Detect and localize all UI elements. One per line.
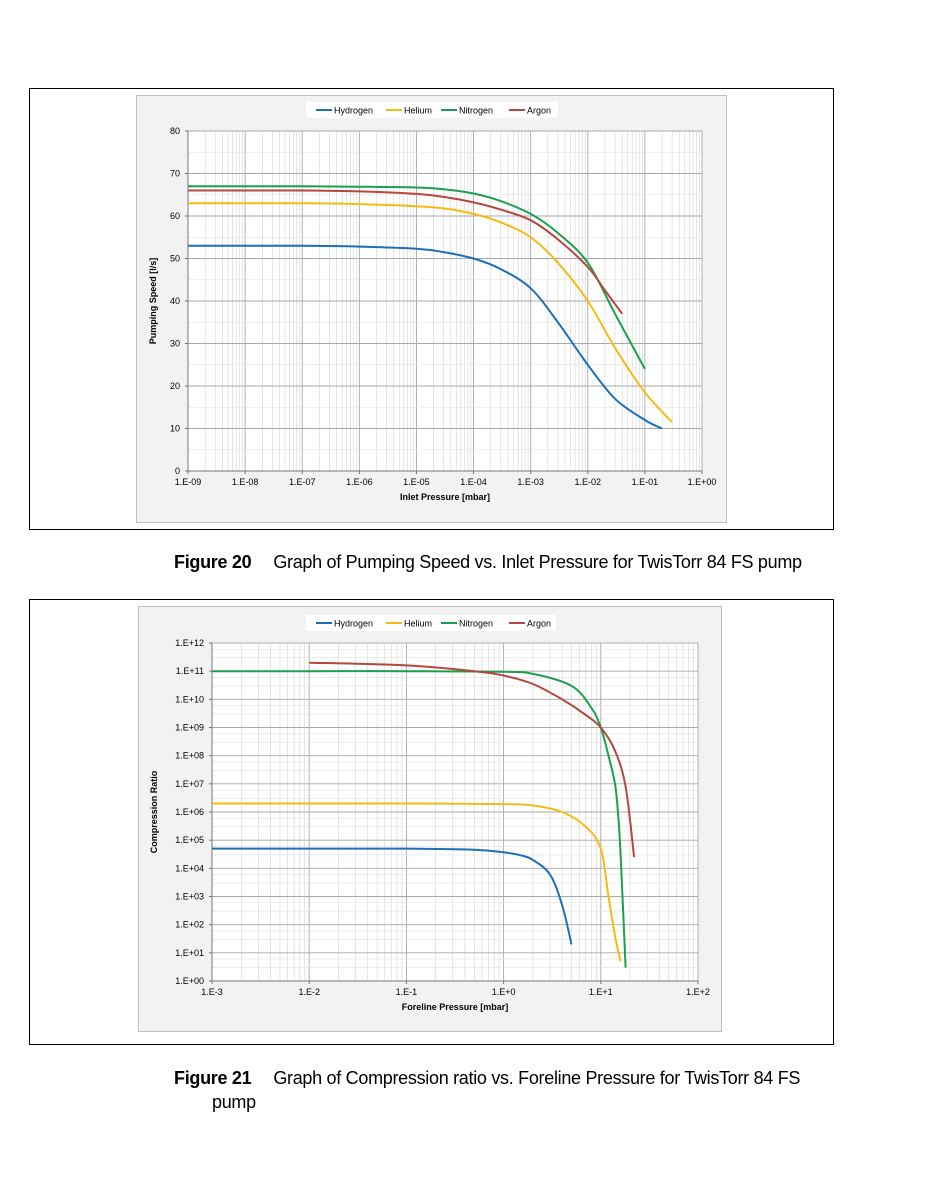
y-tick-label: 1.E+09 <box>175 723 204 733</box>
y-tick-label: 30 <box>170 339 180 349</box>
x-tick-label: 1.E-04 <box>460 477 487 487</box>
y-tick-label: 60 <box>170 211 180 221</box>
legend-box <box>306 615 556 631</box>
legend-label-nitrogen: Nitrogen <box>459 619 493 629</box>
x-axis-label: Foreline Pressure [mbar] <box>402 1002 509 1012</box>
grid <box>211 643 698 982</box>
legend-label-helium: Helium <box>404 106 432 116</box>
figure-20-caption: Figure 20 Graph of Pumping Speed vs. Inle… <box>174 552 802 573</box>
y-tick-label: 0 <box>175 466 180 476</box>
x-axis-label: Inlet Pressure [mbar] <box>400 492 490 502</box>
legend-label-argon: Argon <box>527 619 551 629</box>
series-line-hydrogen <box>212 847 573 945</box>
y-tick-label: 1.E+03 <box>175 892 204 902</box>
y-tick-label: 40 <box>170 296 180 306</box>
x-tick-label: 1.E-01 <box>632 477 659 487</box>
legend: Hydrogen Helium Nitrogen Argon <box>306 102 558 118</box>
figure-21-text: Graph of Compression ratio vs. Foreline … <box>273 1068 801 1088</box>
x-tick-label: 1.E-05 <box>403 477 430 487</box>
x-tick-label: 1.E-02 <box>575 477 602 487</box>
x-tick-label: 1.E-2 <box>298 987 320 997</box>
y-tick-label: 20 <box>170 381 180 391</box>
figure-20-number: Figure 20 <box>174 552 252 572</box>
series-line-argon <box>188 189 624 315</box>
series-line-helium <box>188 202 673 423</box>
legend-label-argon: Argon <box>527 106 551 116</box>
figure-21-text-continued: pump <box>212 1092 256 1112</box>
series-line-nitrogen <box>188 185 646 370</box>
y-tick-label: 1.E+04 <box>175 863 204 873</box>
series-line-hydrogen <box>188 244 663 430</box>
y-tick-label: 1.E+08 <box>175 751 204 761</box>
y-tick-label: 1.E+11 <box>176 666 204 676</box>
legend-label-nitrogen: Nitrogen <box>459 106 493 116</box>
series-line-argon <box>309 661 636 858</box>
legend-label-helium: Helium <box>404 619 432 629</box>
x-tick-label: 1.E+0 <box>492 987 516 997</box>
figure-21-caption: Figure 21 Graph of Compression ratio vs. … <box>174 1066 834 1114</box>
x-tick-label: 1.E-1 <box>396 987 418 997</box>
y-tick-label: 1.E+02 <box>175 920 204 930</box>
legend-label-hydrogen: Hydrogen <box>334 106 373 116</box>
y-tick-label: 1.E+12 <box>175 638 204 648</box>
y-tick-label: 1.E+07 <box>175 779 204 789</box>
y-tick-label: 1.E+01 <box>175 948 204 958</box>
y-tick-label: 10 <box>170 424 180 434</box>
series-line-helium <box>212 802 622 962</box>
series-line-nitrogen <box>212 670 627 968</box>
x-tick-label: 1.E-03 <box>517 477 544 487</box>
y-tick-label: 1.E+10 <box>175 694 204 704</box>
x-tick-label: 1.E-09 <box>175 477 202 487</box>
x-tick-label: 1.E-06 <box>346 477 373 487</box>
x-tick-label: 1.E-08 <box>232 477 259 487</box>
y-tick-label: 1.E+05 <box>175 835 204 845</box>
x-tick-label: 1.E+1 <box>589 987 613 997</box>
y-tick-label: 1.E+06 <box>175 807 204 817</box>
y-axis-label: Pumping Speed [l/s] <box>148 258 158 345</box>
figure-21-number: Figure 21 <box>174 1068 252 1088</box>
legend: Hydrogen Helium Nitrogen Argon <box>306 615 556 631</box>
legend-label-hydrogen: Hydrogen <box>334 619 373 629</box>
y-tick-label: 1.E+00 <box>175 976 204 986</box>
y-tick-label: 50 <box>170 254 180 264</box>
figure-20-text: Graph of Pumping Speed vs. Inlet Pressur… <box>273 552 802 572</box>
x-tick-label: 1.E+2 <box>686 987 710 997</box>
x-tick-label: 1.E-07 <box>289 477 316 487</box>
y-tick-label: 80 <box>170 126 180 136</box>
x-tick-label: 1.E+00 <box>688 477 717 487</box>
x-tick-label: 1.E-3 <box>201 987 223 997</box>
y-tick-label: 70 <box>170 169 180 179</box>
y-axis-label: Compression Ratio <box>149 770 159 853</box>
legend-box <box>306 102 558 118</box>
